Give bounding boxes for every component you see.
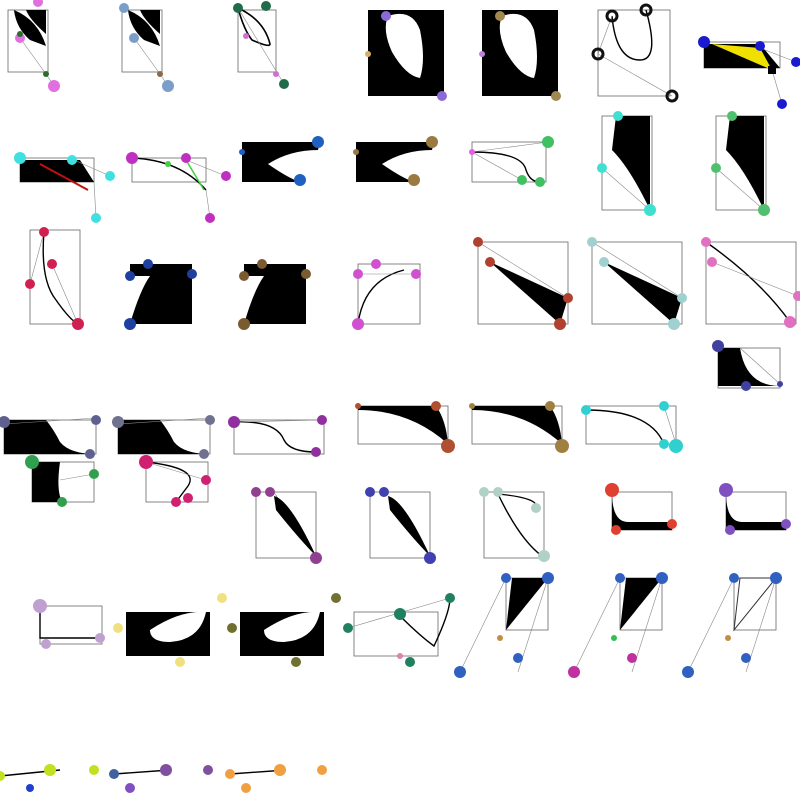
tile-curve-33 [479, 487, 550, 562]
tile-wedge-42 [682, 572, 782, 678]
tile-curve-25 [228, 415, 327, 457]
tile-curve-29 [25, 455, 99, 507]
tile-hole-5 [479, 10, 561, 101]
tile-wedge-41 [568, 572, 668, 678]
tile-flat-34 [605, 483, 677, 535]
tile-blob-1 [7, 0, 60, 92]
tile-hole-38 [227, 593, 341, 667]
tile-wedge-7 [698, 36, 800, 109]
tile-wedge-31 [251, 487, 322, 564]
tile-wedge-19 [473, 237, 573, 330]
tile-curve-21 [701, 237, 800, 328]
tile-curve-28 [581, 401, 683, 453]
tile-wedge-20 [587, 237, 687, 330]
tile-hole-37 [113, 593, 227, 667]
tile-curve-6 [591, 3, 679, 103]
tile-wedge-8 [14, 152, 115, 223]
tile-block-16 [124, 259, 197, 330]
tile-curve-27 [469, 401, 569, 453]
tile-blob-2 [119, 3, 174, 92]
tile-curve-12 [469, 136, 554, 187]
tile-line-44 [109, 764, 213, 793]
tile-curve-9 [126, 152, 231, 223]
tile-flat-35 [719, 483, 791, 535]
tile-hole-4 [365, 10, 447, 101]
tile-wedge-32 [365, 487, 436, 564]
tile-spike-11 [353, 136, 438, 186]
tile-curve-36 [33, 599, 105, 649]
tile-line-45 [225, 764, 327, 793]
tile-wedge-40 [454, 572, 554, 678]
tile-tall-14 [711, 111, 770, 216]
tile-curve-18 [352, 259, 421, 330]
tile-line-43 [0, 764, 99, 792]
tile-curve-15 [25, 227, 84, 330]
tile-curve-22 [712, 340, 783, 391]
tile-curve-39 [343, 593, 455, 667]
tile-wave-24 [112, 415, 215, 459]
tile-curve-30 [139, 455, 211, 507]
tile-curve-3 [233, 1, 289, 89]
tile-block-17 [238, 259, 311, 330]
tile-tall-13 [597, 111, 656, 216]
tile-wave-23 [0, 415, 101, 459]
tile-curve-26 [355, 401, 455, 453]
tile-spike-10 [239, 136, 324, 186]
